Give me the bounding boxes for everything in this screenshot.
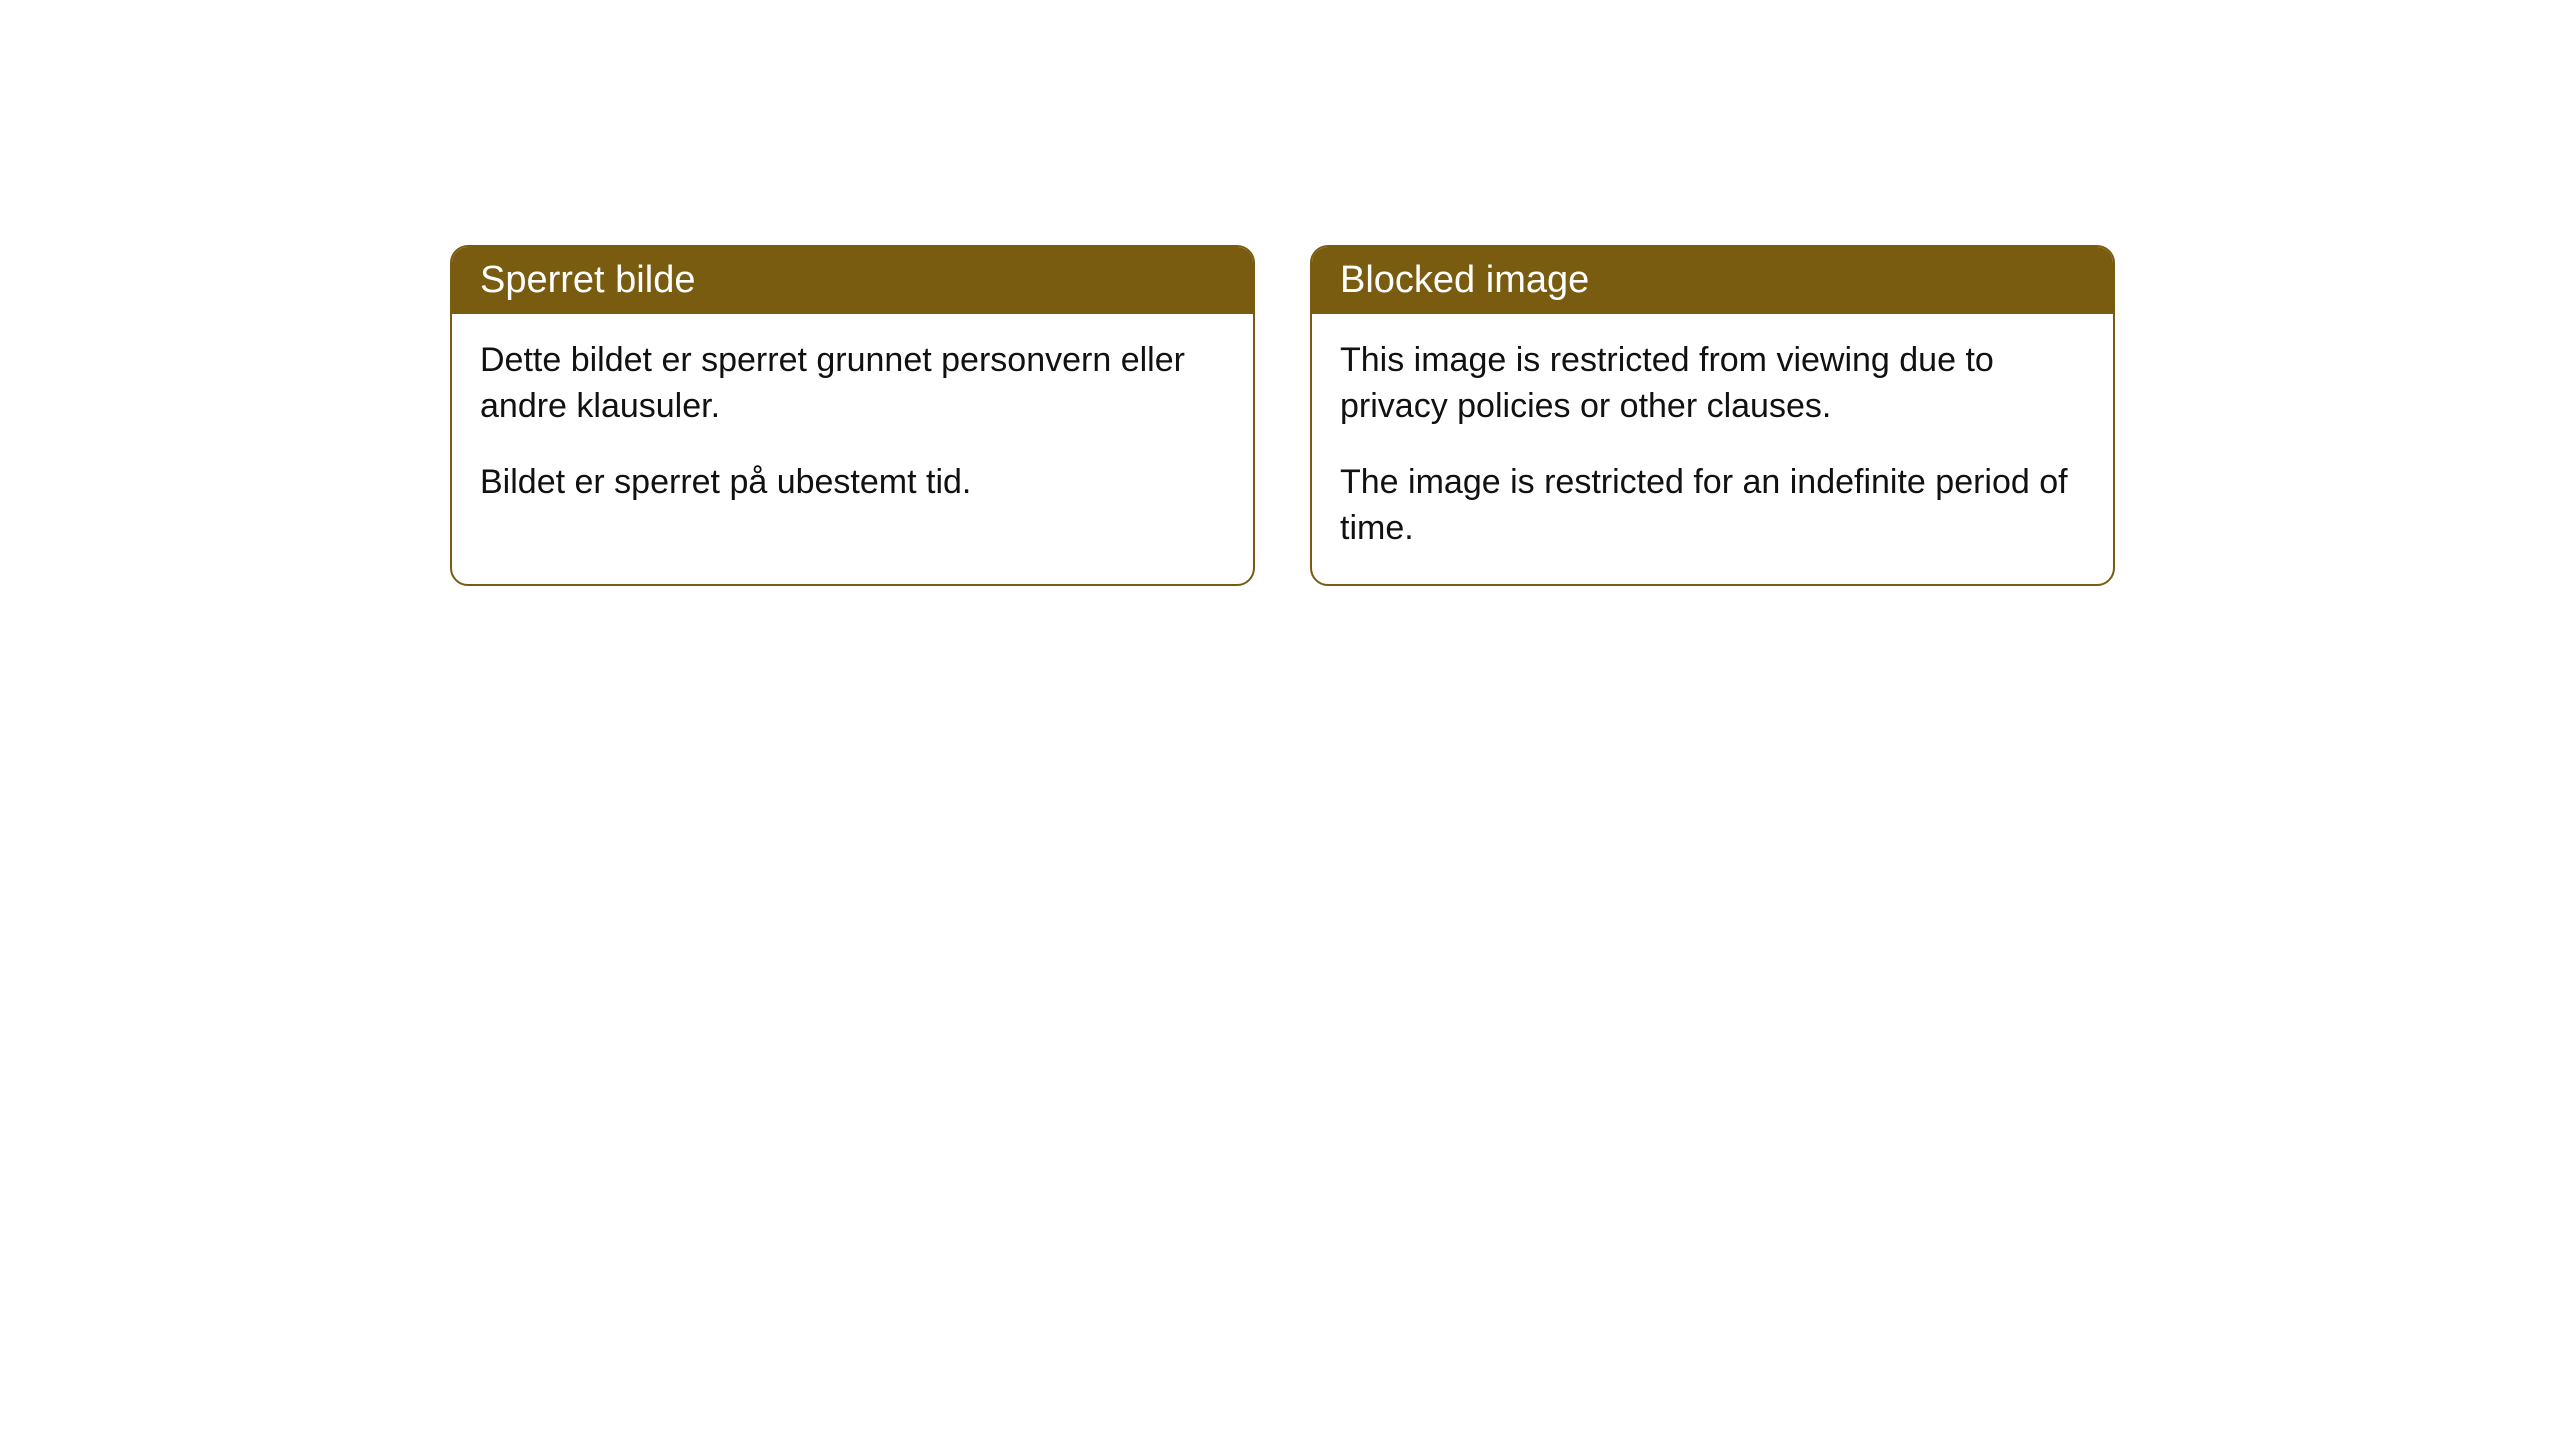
card-container: Sperret bilde Dette bildet er sperret gr… (450, 245, 2115, 586)
card-paragraph: Bildet er sperret på ubestemt tid. (480, 460, 1225, 506)
card-title: Blocked image (1340, 259, 1589, 301)
blocked-image-card-no: Sperret bilde Dette bildet er sperret gr… (450, 245, 1255, 586)
card-header: Sperret bilde (452, 247, 1253, 314)
card-body: Dette bildet er sperret grunnet personve… (452, 314, 1253, 538)
card-title: Sperret bilde (480, 259, 695, 301)
card-body: This image is restricted from viewing du… (1312, 314, 2113, 584)
blocked-image-card-en: Blocked image This image is restricted f… (1310, 245, 2115, 586)
card-paragraph: This image is restricted from viewing du… (1340, 338, 2085, 430)
card-paragraph: The image is restricted for an indefinit… (1340, 460, 2085, 552)
card-header: Blocked image (1312, 247, 2113, 314)
card-paragraph: Dette bildet er sperret grunnet personve… (480, 338, 1225, 430)
